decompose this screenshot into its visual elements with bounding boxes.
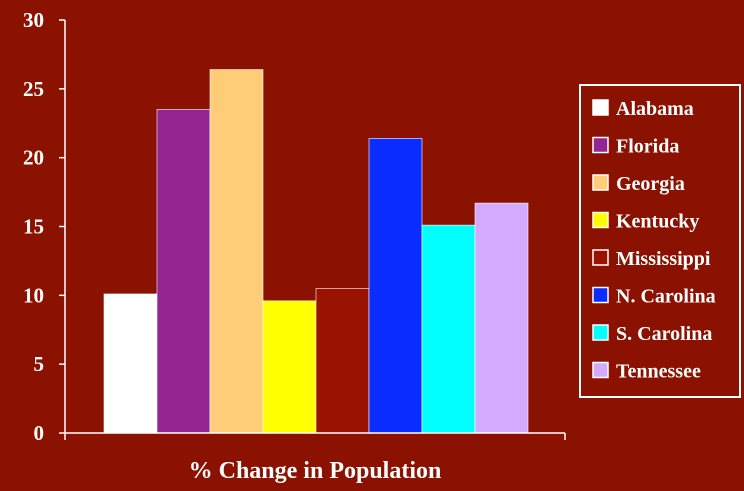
legend-label: Mississippi [616, 248, 711, 270]
legend-swatch [592, 249, 609, 266]
y-tick-label: 0 [34, 421, 45, 445]
legend-label: Kentucky [616, 211, 699, 233]
bar [421, 224, 476, 434]
y-axis: 0 5 10 15 20 25 30 [23, 8, 66, 445]
legend-swatch [592, 174, 609, 191]
legend-swatch [592, 136, 609, 154]
bar [315, 288, 370, 434]
legend-label: S. Carolina [616, 323, 712, 345]
bar [156, 109, 211, 434]
legend-label: Florida [616, 136, 679, 158]
bars [103, 69, 529, 434]
y-tick-label: 15 [23, 215, 44, 239]
legend-swatch [592, 211, 609, 229]
legend-label: Georgia [616, 173, 685, 195]
bar [262, 300, 317, 434]
bar [474, 202, 529, 434]
y-tick-label: 30 [23, 8, 44, 32]
x-axis-label: % Change in Population [189, 458, 442, 484]
legend-swatch [592, 286, 609, 304]
legend-swatch [592, 361, 609, 379]
x-axis [64, 432, 566, 440]
bar [103, 293, 158, 434]
y-tick-label: 20 [23, 146, 44, 170]
legend-swatch [592, 324, 609, 341]
y-tick-label: 5 [34, 352, 45, 376]
y-tick-label: 10 [23, 283, 44, 307]
y-tick-label: 25 [23, 77, 44, 101]
legend: Alabama Florida Georgia Kentucky Mississippi… [579, 84, 741, 398]
legend-swatch [592, 99, 609, 116]
legend-label: N. Carolina [616, 286, 716, 308]
legend-label: Alabama [616, 98, 694, 120]
legend-label: Tennessee [616, 361, 701, 383]
bar [368, 138, 423, 434]
bar [209, 69, 264, 434]
legend-box [579, 84, 741, 398]
